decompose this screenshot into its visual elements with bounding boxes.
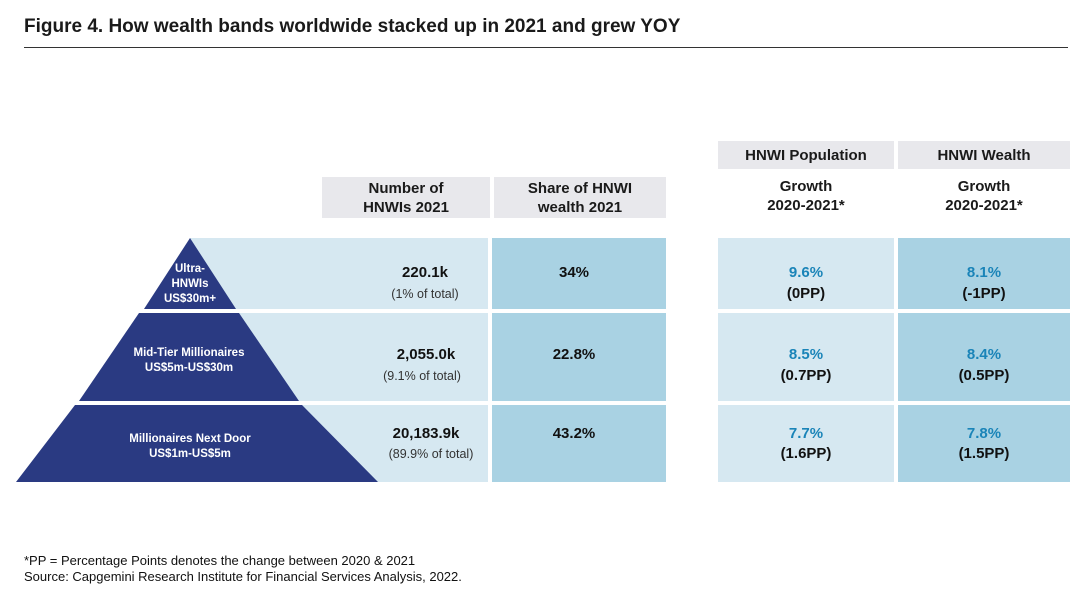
row2-number: 2,055.0k (396, 346, 456, 363)
row2-pop-growth: 8.5% (788, 346, 824, 363)
row2-share-cell (492, 313, 666, 401)
header-wealth-box: HNWI Wealth (898, 141, 1070, 169)
figure-title: Figure 4. How wealth bands worldwide sta… (24, 16, 681, 37)
row2-wealth-growth-pp: (0.5PP) (958, 367, 1010, 384)
row3-wealth-growth: 7.8% (966, 425, 1002, 442)
row1-number: 220.1k (402, 264, 448, 281)
row3-number-share: (89.9% of total) (388, 447, 474, 461)
tier-label-ultra: Ultra- HNWIs US$30m+ (163, 263, 217, 305)
pyramid-tier-ultra (144, 238, 236, 309)
row1-wealth-growth-pp: (-1PP) (962, 285, 1006, 302)
header-pop-top: HNWI Population (745, 146, 867, 164)
header-share: Share of HNWI wealth 2021 (527, 179, 633, 216)
row3-wealth-growth-pp: (1.5PP) (958, 445, 1010, 462)
row1-wealth-growth: 8.1% (966, 264, 1002, 281)
row2-wealth-cell (898, 313, 1070, 401)
row3-pop-cell (718, 405, 894, 482)
row1-wealth-share: 34% (558, 264, 590, 281)
header-wealth-sub: Growth 2020-2021* (945, 178, 1023, 214)
pyramid-tier-mid (79, 313, 299, 401)
row3-wealth-cell (898, 405, 1070, 482)
row3-pop-growth: 7.7% (788, 425, 824, 442)
row2-pop-cell (718, 313, 894, 401)
footnote: *PP = Percentage Points denotes the chan… (24, 553, 462, 585)
tier-label-next-door: Millionaires Next Door US$1m-US$5m (129, 433, 251, 460)
header-pop-sub: Growth 2020-2021* (767, 178, 845, 214)
row2-pop-growth-pp: (0.7PP) (780, 367, 832, 384)
row3-number: 20,183.9k (392, 425, 460, 442)
header-pop-box: HNWI Population (718, 141, 894, 169)
title-divider (24, 47, 1068, 48)
row3-wealth-share: 43.2% (552, 425, 596, 442)
row2-wealth-share: 22.8% (552, 346, 596, 363)
row1-pop-growth-pp: (0PP) (786, 285, 826, 302)
row2-number-share: (9.1% of total) (383, 369, 461, 383)
row2-wealth-growth: 8.4% (966, 346, 1002, 363)
row1-pop-cell (718, 238, 894, 309)
footnote-pp: *PP = Percentage Points denotes the chan… (24, 553, 416, 568)
row1-share-cell (492, 238, 666, 309)
row1-pop-growth: 9.6% (788, 264, 824, 281)
row3-pop-growth-pp: (1.6PP) (780, 445, 832, 462)
row1-number-share: (1% of total) (391, 287, 459, 301)
header-number: Number of HNWIs 2021 (363, 179, 449, 216)
row1-wealth-cell (898, 238, 1070, 309)
tier-label-mid: Mid-Tier Millionaires US$5m-US$30m (133, 347, 245, 374)
row3-share-cell (492, 405, 666, 482)
header-share-box: Share of HNWI wealth 2021 (494, 177, 666, 218)
header-number-box: Number of HNWIs 2021 (322, 177, 490, 218)
pyramid-tier-next-door (16, 405, 378, 482)
row1-band (190, 238, 488, 309)
header-wealth-top: HNWI Wealth (937, 146, 1031, 164)
footnote-source: Source: Capgemini Research Institute for… (24, 569, 462, 584)
